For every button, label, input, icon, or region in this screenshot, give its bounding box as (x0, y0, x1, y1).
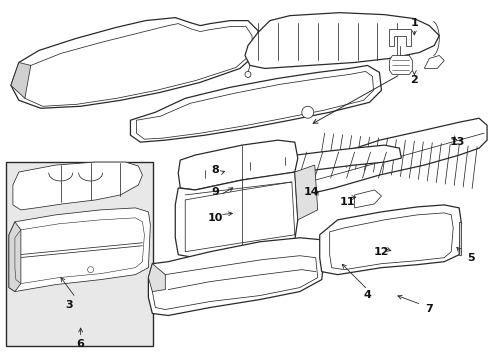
Polygon shape (11, 18, 260, 108)
Polygon shape (354, 190, 381, 208)
Polygon shape (148, 264, 165, 292)
Polygon shape (13, 162, 142, 210)
Bar (6, 162, 153, 346)
Circle shape (87, 267, 93, 273)
Polygon shape (178, 140, 297, 190)
Polygon shape (458, 222, 460, 255)
Text: 2: 2 (409, 75, 417, 85)
Circle shape (301, 106, 313, 118)
Polygon shape (148, 238, 324, 315)
Polygon shape (388, 55, 411, 75)
Polygon shape (9, 208, 150, 292)
Polygon shape (227, 145, 401, 182)
Polygon shape (311, 118, 486, 192)
Polygon shape (294, 165, 317, 220)
Polygon shape (244, 13, 438, 68)
Polygon shape (175, 172, 297, 258)
Text: 3: 3 (65, 300, 72, 310)
Text: 13: 13 (448, 137, 464, 147)
Text: 14: 14 (304, 187, 319, 197)
Polygon shape (130, 66, 381, 142)
Polygon shape (225, 162, 242, 178)
Text: 4: 4 (363, 289, 371, 300)
Polygon shape (11, 62, 31, 98)
Polygon shape (388, 28, 410, 45)
Polygon shape (388, 242, 414, 265)
Text: 11: 11 (339, 197, 355, 207)
Polygon shape (185, 182, 294, 252)
Polygon shape (235, 180, 262, 198)
Text: 10: 10 (207, 213, 223, 223)
Text: 6: 6 (77, 339, 84, 349)
Text: 9: 9 (211, 187, 219, 197)
Text: 1: 1 (409, 18, 417, 28)
Polygon shape (319, 205, 460, 275)
Polygon shape (424, 55, 443, 68)
Text: 7: 7 (425, 305, 432, 315)
Circle shape (244, 71, 250, 77)
Text: 8: 8 (211, 165, 219, 175)
Polygon shape (235, 206, 264, 224)
Polygon shape (9, 222, 21, 292)
Text: 12: 12 (373, 247, 388, 257)
Text: 5: 5 (467, 253, 474, 263)
